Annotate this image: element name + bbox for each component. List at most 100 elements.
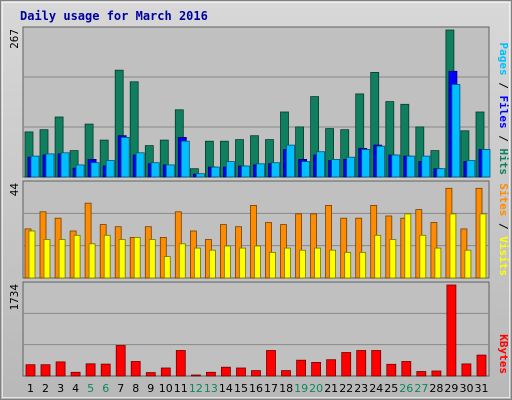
legend-entry-visits: Visits <box>497 236 510 276</box>
y-axis-tick-label: 267 <box>8 29 21 49</box>
bar-pages <box>195 173 205 178</box>
bar-kbytes <box>205 371 216 377</box>
panel-1: 267 Pages / Files / Hits <box>8 26 510 178</box>
chart-title: Daily usage for March 2016 <box>20 9 208 23</box>
bar-visits <box>389 239 397 279</box>
bar-kbytes <box>386 363 397 377</box>
panel-3: 1734 KBytes <box>8 281 510 377</box>
bar-pages <box>225 161 235 178</box>
bar-visits <box>58 239 66 279</box>
bar-visits <box>208 249 216 279</box>
bar-kbytes <box>160 367 171 377</box>
legend: Sites / Visits <box>497 183 510 276</box>
bar-pages <box>180 140 190 178</box>
panel-plot-area <box>22 281 490 377</box>
bar-visits <box>419 234 427 279</box>
bar-visits <box>374 234 382 279</box>
bar-pages <box>406 155 416 178</box>
x-axis-tick-label: 10 <box>159 382 173 395</box>
x-axis-tick-label: 22 <box>339 382 353 395</box>
bar-pages <box>271 162 280 178</box>
x-axis-tick-label: 31 <box>475 382 489 395</box>
legend-entry-kbytes: KBytes <box>497 334 510 374</box>
bar-visits <box>479 213 487 279</box>
bar-kbytes <box>356 350 367 377</box>
x-axis-tick-label: 3 <box>57 382 64 395</box>
bar-visits <box>43 239 51 279</box>
bar-visits <box>223 245 231 279</box>
bar-sites <box>250 204 257 279</box>
x-axis-tick-label: 12 <box>189 382 203 395</box>
bar-pages <box>391 154 401 178</box>
x-axis-tick-label: 21 <box>324 382 338 395</box>
bar-visits <box>404 213 412 279</box>
legend-entry-sites: Sites <box>497 183 510 216</box>
bar-sites <box>355 217 363 279</box>
legend-entry-pages: Pages <box>497 43 510 76</box>
bar-pages <box>346 156 356 178</box>
bar-kbytes <box>70 371 81 377</box>
x-axis-tick-label: 25 <box>384 382 398 395</box>
bar-visits <box>178 243 186 279</box>
bar-sites <box>265 222 272 279</box>
bar-visits <box>464 249 472 279</box>
bar-pages <box>451 84 461 178</box>
bar-pages <box>376 145 386 178</box>
bar-kbytes <box>461 363 472 377</box>
x-axis-tick-label: 16 <box>249 382 263 395</box>
bar-kbytes <box>281 370 291 377</box>
bar-sites <box>84 202 92 279</box>
bar-pages <box>421 155 431 178</box>
x-axis-tick-label: 2 <box>42 382 49 395</box>
bar-visits <box>118 239 126 279</box>
bar-pages <box>60 152 70 178</box>
bar-kbytes <box>371 350 382 377</box>
bar-visits <box>449 213 457 279</box>
x-axis-tick-label: 8 <box>132 382 139 395</box>
x-axis-tick-label: 19 <box>294 382 308 395</box>
x-axis-tick-label: 27 <box>414 382 428 395</box>
legend-separator: / <box>497 216 510 236</box>
bar-sites <box>325 204 333 279</box>
bar-pages <box>241 165 250 178</box>
bar-visits <box>269 251 276 279</box>
bar-visits <box>344 251 352 279</box>
bar-pages <box>75 164 85 178</box>
bar-visits <box>299 249 307 279</box>
bar-pages <box>301 161 311 178</box>
bar-pages <box>210 166 220 178</box>
bar-visits <box>359 251 367 279</box>
bar-visits <box>148 239 156 279</box>
bar-visits <box>314 247 322 279</box>
x-axis-tick-label: 4 <box>72 382 79 395</box>
bar-sites <box>340 217 348 279</box>
bar-kbytes <box>296 359 307 377</box>
bar-kbytes <box>431 370 442 377</box>
x-axis-tick-label: 23 <box>354 382 368 395</box>
y-axis-tick-label: 44 <box>8 183 21 197</box>
x-axis-tick-label: 15 <box>234 382 248 395</box>
bar-pages <box>331 158 341 178</box>
bar-kbytes <box>145 372 156 377</box>
bar-visits <box>103 234 111 279</box>
bar-kbytes <box>476 354 487 377</box>
x-axis-tick-label: 26 <box>399 382 413 395</box>
bar-visits <box>284 247 291 279</box>
bar-kbytes <box>85 363 96 377</box>
x-axis-tick-label: 6 <box>102 382 109 395</box>
bar-kbytes <box>190 374 201 377</box>
x-axis-tick-label: 9 <box>147 382 154 395</box>
bar-kbytes <box>236 367 246 377</box>
x-axis-tick-label: 30 <box>460 382 474 395</box>
bar-visits <box>163 256 171 279</box>
x-axis-tick-label: 5 <box>87 382 94 395</box>
legend-entry-hits: Hits <box>497 149 510 176</box>
legend: KBytes <box>497 334 510 374</box>
legend-entry-files: Files <box>497 96 510 129</box>
bar-kbytes <box>416 371 427 377</box>
bar-kbytes <box>446 284 457 377</box>
x-axis-tick-label: 24 <box>369 382 383 395</box>
bar-visits <box>239 247 246 279</box>
